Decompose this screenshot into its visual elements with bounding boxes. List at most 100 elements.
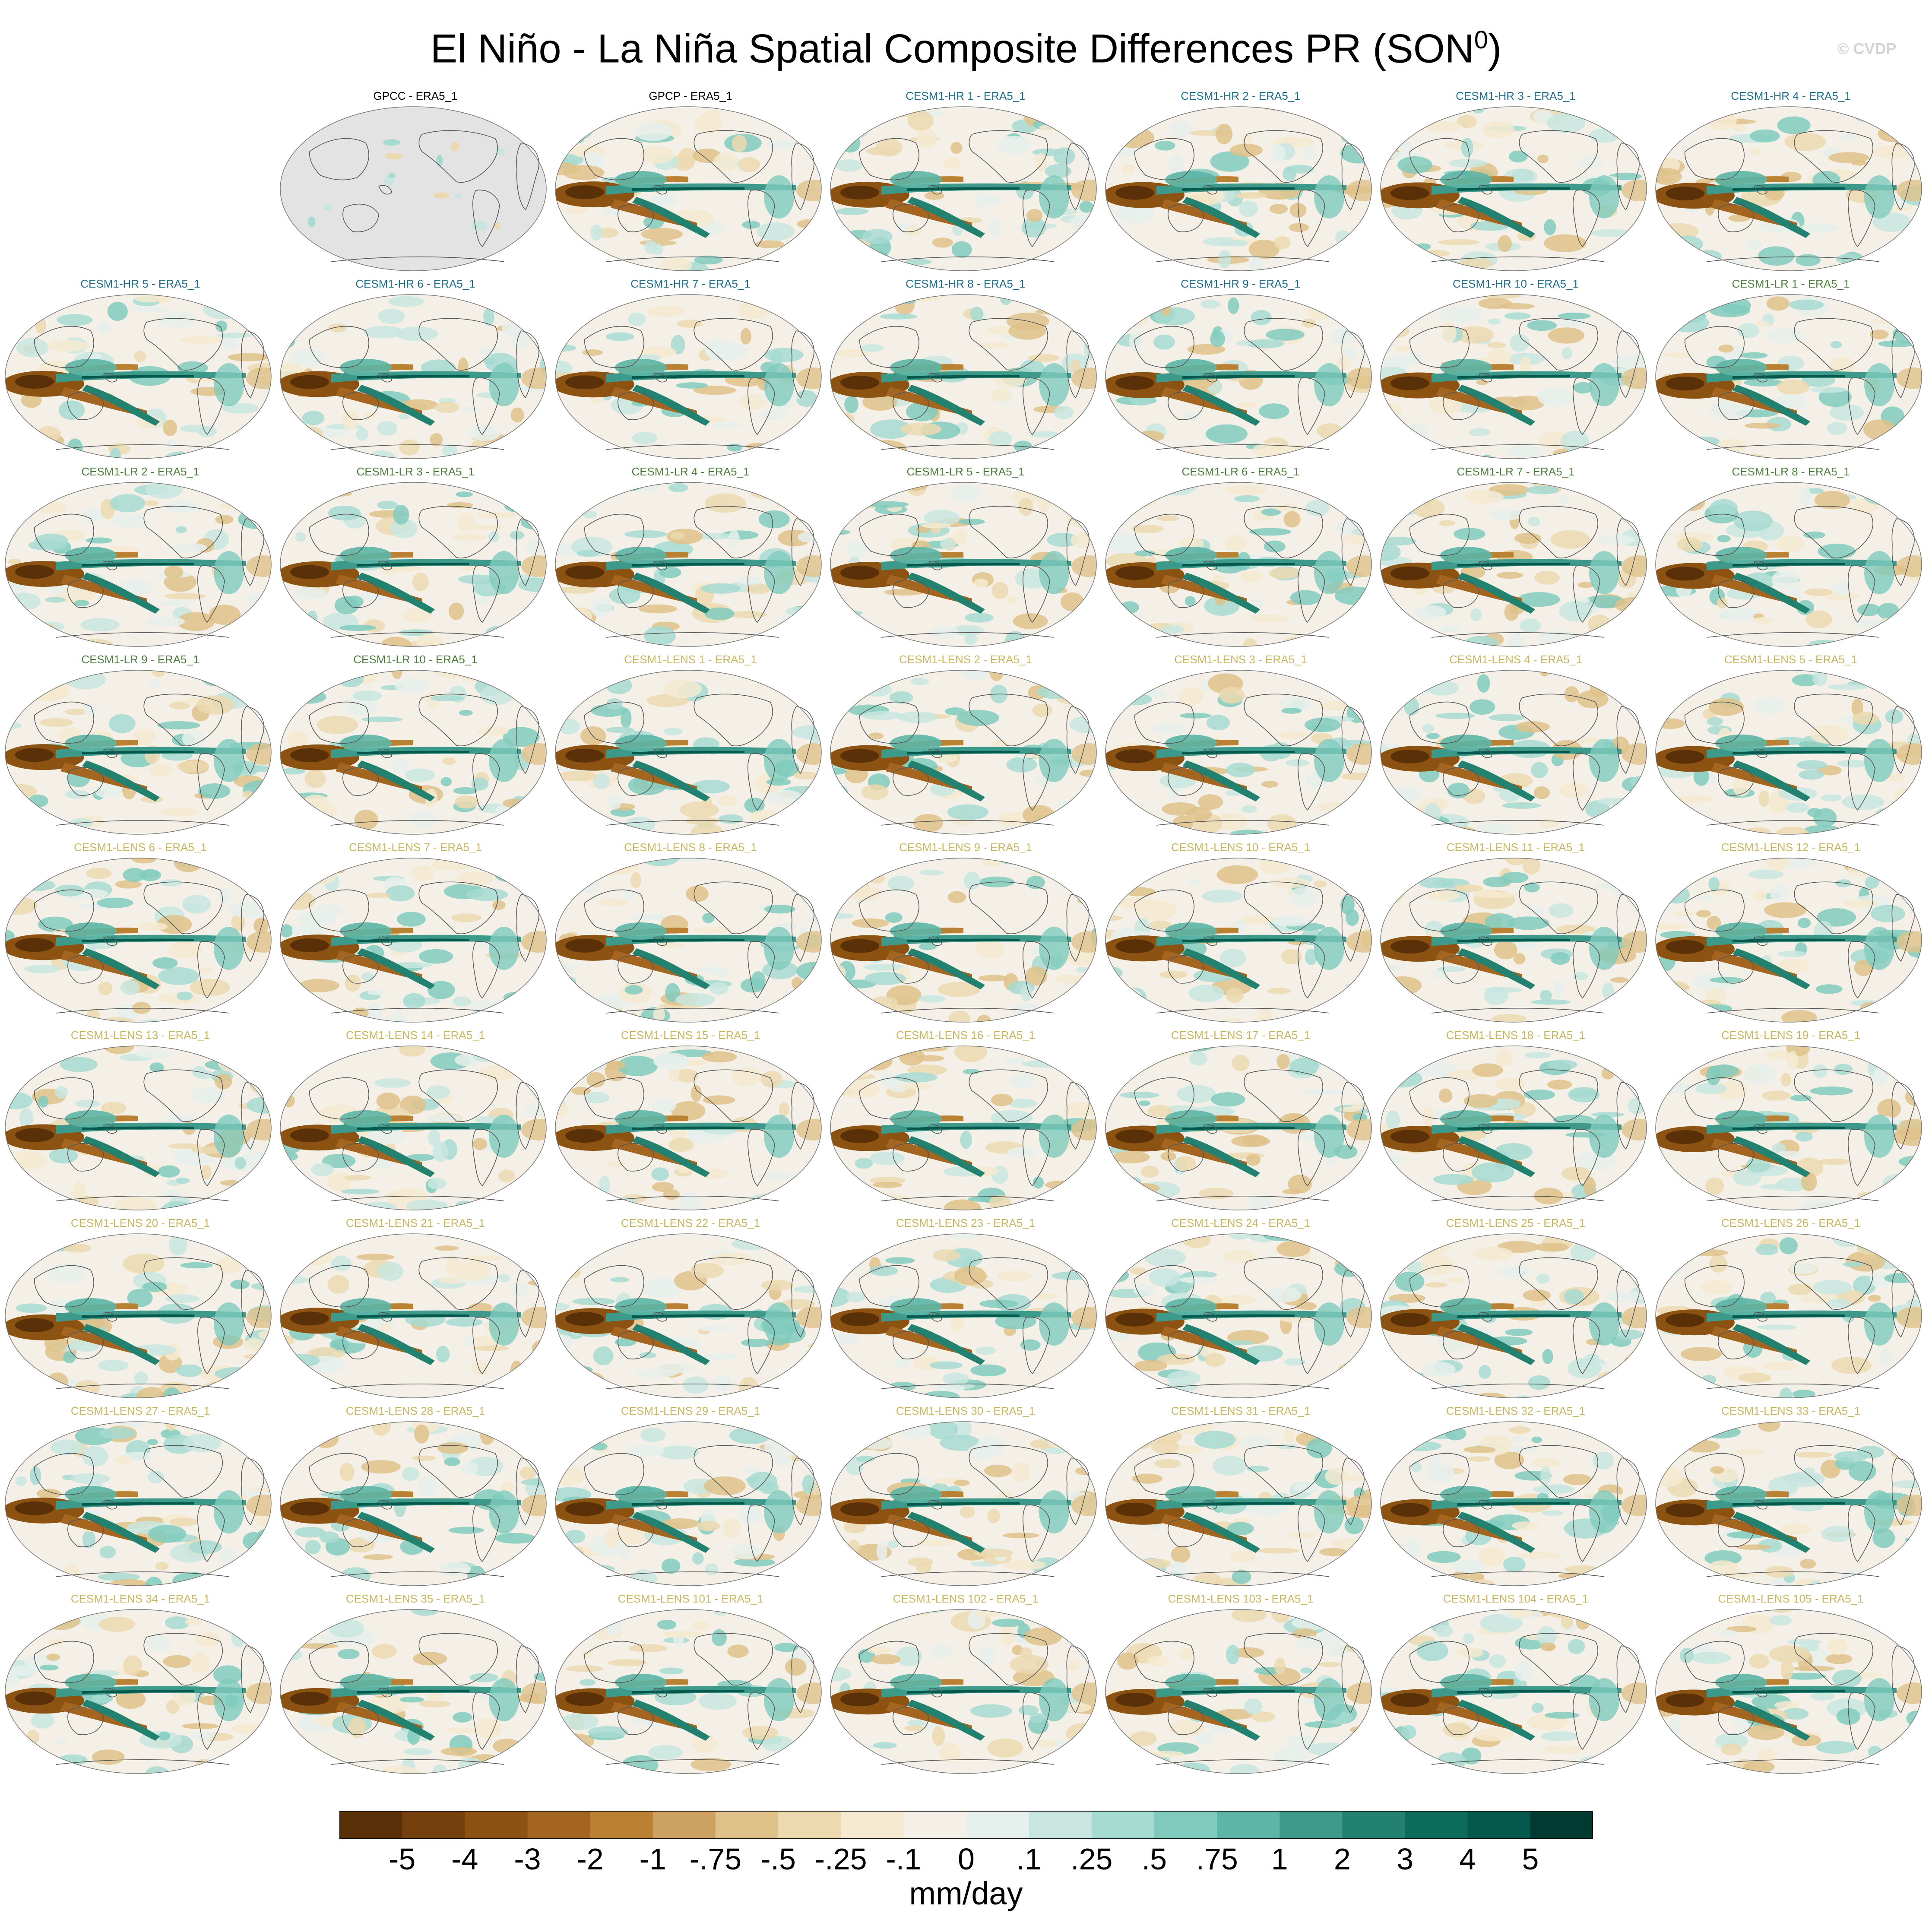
panel-label: CESM1-HR 7 - ERA5_1 <box>630 277 751 290</box>
map-image <box>555 670 822 835</box>
map-panel: CESM1-LR 4 - ERA5_1 <box>554 464 827 656</box>
panel-label: CESM1-LENS 101 - ERA5_1 <box>618 1592 763 1605</box>
map-panel: CESM1-HR 4 - ERA5_1 <box>1655 89 1927 281</box>
map-panel: CESM1-LR 9 - ERA5_1 <box>4 652 276 844</box>
colorbar-tick-label: 4 <box>1459 1842 1476 1876</box>
colorbar-tick-label: -.5 <box>760 1842 796 1876</box>
map-panel: CESM1-LENS 103 - ERA5_1 <box>1105 1591 1377 1783</box>
map-image <box>555 1421 822 1586</box>
map-image <box>1655 482 1922 647</box>
map-image <box>280 1421 547 1586</box>
map-panel: CESM1-HR 5 - ERA5_1 <box>4 276 276 469</box>
map-image <box>1105 670 1372 835</box>
panel-label: CESM1-LENS 8 - ERA5_1 <box>624 841 757 854</box>
panel-label: CESM1-HR 9 - ERA5_1 <box>1181 277 1301 290</box>
title-close: ) <box>1488 25 1502 71</box>
colorbar-swatch <box>1029 1811 1092 1839</box>
map-image <box>1380 294 1647 459</box>
map-image <box>1105 858 1372 1023</box>
panel-label: CESM1-LENS 6 - ERA5_1 <box>74 841 207 854</box>
panel-label: CESM1-LENS 10 - ERA5_1 <box>1171 841 1311 854</box>
map-panel: CESM1-LENS 21 - ERA5_1 <box>279 1216 551 1408</box>
map-panel-grid: GPCC - ERA5_1 GPCP - ERA5_1 CESM1-HR 1 - E… <box>4 89 1927 1783</box>
map-image <box>5 1421 272 1586</box>
colorbar-swatch <box>1091 1811 1155 1839</box>
panel-label: CESM1-LR 6 - ERA5_1 <box>1181 465 1300 478</box>
map-image <box>555 482 822 647</box>
map-image <box>5 482 272 647</box>
panel-label: CESM1-LR 2 - ERA5_1 <box>81 465 200 478</box>
map-image <box>830 670 1097 835</box>
panel-label: CESM1-LR 10 - ERA5_1 <box>353 653 478 666</box>
map-image <box>555 1045 822 1210</box>
colorbar-swatch <box>1154 1811 1217 1839</box>
title-superscript: 0 <box>1474 26 1489 54</box>
colorbar-tick-label: .25 <box>1071 1842 1113 1876</box>
panel-label: CESM1-LENS 31 - ERA5_1 <box>1171 1404 1311 1417</box>
map-panel: CESM1-LENS 22 - ERA5_1 <box>554 1216 827 1408</box>
map-panel: CESM1-LENS 104 - ERA5_1 <box>1380 1591 1652 1783</box>
map-panel: CESM1-LENS 28 - ERA5_1 <box>279 1403 551 1596</box>
map-image <box>1655 1233 1922 1398</box>
map-panel: CESM1-LENS 32 - ERA5_1 <box>1380 1403 1652 1596</box>
map-panel: CESM1-LENS 105 - ERA5_1 <box>1655 1591 1927 1783</box>
map-panel: GPCP - ERA5_1 <box>554 89 827 281</box>
map-panel: CESM1-LENS 33 - ERA5_1 <box>1655 1403 1927 1596</box>
colorbar-ticks: -5 -4 -3 -2 -1 -.75 -.5 -.25 -.1 0 .1 .25 .5 .75 1 2 3 4 5 <box>339 1842 1593 1876</box>
map-panel: CESM1-HR 8 - ERA5_1 <box>830 276 1102 469</box>
map-panel: CESM1-HR 9 - ERA5_1 <box>1105 276 1377 469</box>
cvdp-credit: © CVDP <box>1837 40 1897 57</box>
panel-label: CESM1-LENS 18 - ERA5_1 <box>1446 1029 1586 1042</box>
map-panel: CESM1-LENS 35 - ERA5_1 <box>279 1591 551 1783</box>
map-panel: CESM1-LENS 7 - ERA5_1 <box>279 840 551 1032</box>
map-image <box>1655 1421 1922 1586</box>
map-image <box>280 1233 547 1398</box>
panel-label: CESM1-LENS 15 - ERA5_1 <box>621 1029 760 1042</box>
panel-label: CESM1-LENS 24 - ERA5_1 <box>1171 1216 1311 1229</box>
map-image <box>1380 858 1647 1023</box>
panel-label: CESM1-LENS 32 - ERA5_1 <box>1446 1404 1586 1417</box>
map-image <box>1380 106 1647 271</box>
map-image <box>1380 482 1647 647</box>
panel-label: CESM1-LENS 27 - ERA5_1 <box>70 1404 210 1417</box>
colorbar-swatch <box>1342 1811 1406 1839</box>
panel-label: CESM1-LENS 29 - ERA5_1 <box>621 1404 760 1417</box>
panel-label: CESM1-LENS 7 - ERA5_1 <box>349 841 482 854</box>
map-panel: CESM1-LR 1 - ERA5_1 <box>1655 276 1927 469</box>
map-panel: CESM1-LENS 25 - ERA5_1 <box>1380 1216 1652 1408</box>
colorbar-swatch <box>778 1811 841 1839</box>
colorbar-swatch <box>1217 1811 1280 1839</box>
map-image <box>1655 294 1922 459</box>
map-panel: CESM1-LENS 1 - ERA5_1 <box>554 652 827 844</box>
colorbar-tick-label: .5 <box>1141 1842 1167 1876</box>
colorbar-tick-label: -.25 <box>814 1842 867 1876</box>
panel-label: CESM1-HR 5 - ERA5_1 <box>80 277 200 290</box>
panel-label: CESM1-LENS 33 - ERA5_1 <box>1721 1404 1861 1417</box>
colorbar-tick-label: .75 <box>1196 1842 1238 1876</box>
map-image <box>5 1609 272 1774</box>
map-image <box>280 858 547 1023</box>
panel-label: CESM1-LENS 25 - ERA5_1 <box>1446 1216 1586 1229</box>
map-panel: CESM1-LR 2 - ERA5_1 <box>4 464 276 656</box>
map-image <box>1380 1609 1647 1774</box>
map-image <box>5 858 272 1023</box>
colorbar-swatch <box>590 1811 653 1839</box>
colorbar-tick-label: 5 <box>1522 1842 1539 1876</box>
colorbar <box>339 1811 1593 1839</box>
colorbar-swatch <box>841 1811 904 1839</box>
map-panel: CESM1-LENS 15 - ERA5_1 <box>554 1028 827 1220</box>
map-panel: CESM1-LENS 8 - ERA5_1 <box>554 840 827 1032</box>
panel-label: CESM1-LENS 104 - ERA5_1 <box>1443 1592 1589 1605</box>
map-panel: CESM1-HR 6 - ERA5_1 <box>279 276 551 469</box>
map-panel: CESM1-LR 6 - ERA5_1 <box>1105 464 1377 656</box>
map-panel: CESM1-LR 10 - ERA5_1 <box>279 652 551 844</box>
panel-label: CESM1-LR 5 - ERA5_1 <box>906 465 1025 478</box>
map-image <box>5 294 272 459</box>
map-panel: CESM1-LENS 30 - ERA5_1 <box>830 1403 1102 1596</box>
map-image <box>1380 670 1647 835</box>
map-image <box>1380 1233 1647 1398</box>
panel-label: CESM1-HR 4 - ERA5_1 <box>1731 89 1851 102</box>
map-panel: CESM1-LENS 9 - ERA5_1 <box>830 840 1102 1032</box>
colorbar-swatch <box>1280 1811 1343 1839</box>
map-image <box>830 858 1097 1023</box>
